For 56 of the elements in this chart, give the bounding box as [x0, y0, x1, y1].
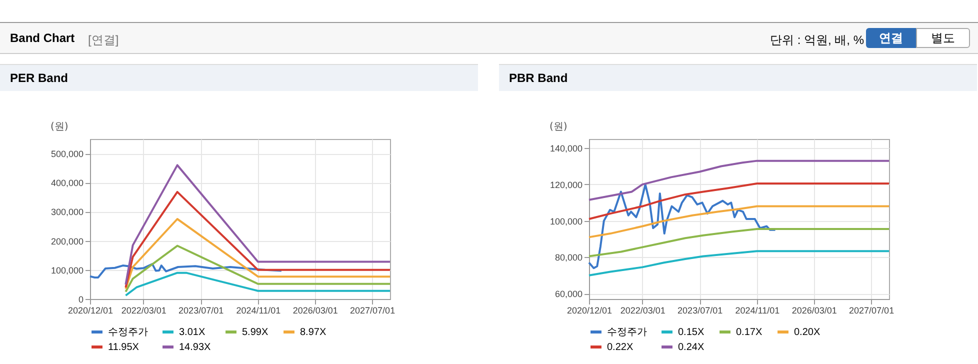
line-series: [124, 218, 391, 290]
x-tick-label: 2022/03/01: [121, 306, 166, 316]
legend-label: 0.17X: [736, 327, 762, 338]
x-tick-label: 2026/03/01: [792, 306, 837, 316]
line-series: [124, 244, 391, 293]
y-axis-title: (원): [50, 122, 68, 132]
legend-label: 11.95X: [108, 342, 140, 353]
line-series: [124, 164, 391, 286]
x-tick-label: 2024/11/01: [236, 306, 281, 316]
x-tick-label: 2023/07/01: [678, 306, 723, 316]
y-tick-label: 100,000: [550, 216, 582, 226]
text: [연결]: [88, 32, 119, 49]
line-series: [588, 183, 776, 270]
legend-label: 수정주가: [607, 327, 647, 338]
y-tick-label: 100,000: [50, 265, 84, 276]
line-series: [588, 160, 890, 201]
line-series: [89, 263, 282, 278]
line-series: [588, 250, 890, 276]
legend-label: 5.99X: [242, 327, 268, 338]
x-tick-label: 2027/07/01: [849, 306, 894, 316]
y-tick-label: 400,000: [50, 178, 84, 188]
x-tick-label: 2022/03/01: [620, 306, 666, 316]
legend-label: 0.22X: [607, 342, 634, 353]
y-tick-label: 0: [78, 294, 84, 304]
x-tick-label: 2027/07/01: [350, 306, 396, 316]
line-series: [588, 182, 890, 220]
y-tick-label: 140,000: [550, 144, 582, 154]
legend-label: 0.15X: [678, 327, 704, 338]
legend-label: 14.93X: [179, 342, 212, 353]
line-series: [588, 205, 890, 238]
y-tick-label: 60,000: [554, 289, 582, 300]
x-tick-label: 2024/11/01: [735, 306, 780, 316]
x-tick-label: 2023/07/01: [178, 306, 224, 316]
x-tick-label: 2020/12/01: [68, 306, 114, 316]
line-series: [124, 272, 391, 297]
text: 별도: [916, 28, 970, 48]
text: 단위 : 억원, 배, %: [770, 32, 864, 49]
legend-label: 8.97X: [300, 327, 326, 338]
legend-label: 0.24X: [678, 342, 704, 353]
text: Band Chart: [10, 31, 75, 45]
y-tick-label: 200,000: [50, 236, 84, 246]
x-tick-label: 2020/12/01: [566, 306, 612, 316]
line-series: [588, 228, 890, 258]
chart-title: PER Band: [0, 64, 478, 91]
text: 연결: [866, 28, 916, 48]
legend-label: 0.20X: [794, 327, 820, 338]
line-series: [124, 190, 391, 288]
y-tick-label: 80,000: [554, 252, 582, 263]
x-tick-label: 2026/03/01: [292, 306, 338, 316]
chart-title: PBR Band: [499, 64, 977, 91]
y-tick-label: 300,000: [50, 207, 84, 218]
y-tick-label: 500,000: [50, 149, 84, 160]
y-axis-title: (원): [550, 122, 568, 132]
y-tick-label: 120,000: [550, 180, 582, 190]
legend-label: 수정주가: [108, 327, 148, 338]
legend-label: 3.01X: [179, 327, 206, 338]
